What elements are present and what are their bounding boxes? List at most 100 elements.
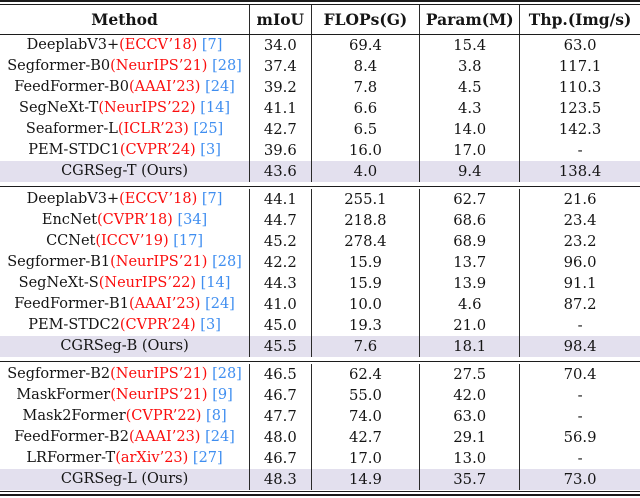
method-name: Segformer-B1 [7,254,111,270]
citation-link[interactable]: [14] [196,275,231,291]
venue-label: (AAAI’23) [128,296,201,312]
flops-value: 16.0 [310,140,420,161]
miou-value: 45.5 [249,336,312,357]
param-value: 29.1 [419,427,520,448]
param-value: 35.7 [419,469,520,490]
citation-link[interactable]: [24] [200,296,235,312]
param-value: 68.6 [419,210,520,231]
method-name: CGRSeg-T (Ours) [61,163,189,179]
method-cell: PEM-STDC1(CVPR’24) [3] [0,140,250,161]
miou-value: 39.2 [249,77,312,98]
citation-link[interactable]: [8] [201,408,227,424]
flops-value: 7.8 [310,77,420,98]
citation-link[interactable]: [7] [197,37,223,53]
throughput-value: - [519,315,640,336]
throughput-value: 123.5 [519,98,640,119]
citation-link[interactable]: [14] [195,100,231,116]
throughput-value: 23.4 [519,210,640,231]
citation-link[interactable]: [28] [207,366,242,382]
table-row: DeeplabV3+(ECCV’18) [7] 34.0 69.4 15.4 63.0 [0,34,640,56]
venue-label: (AAAI’23) [128,79,201,95]
flops-value: 62.4 [310,364,420,385]
citation-link[interactable]: [28] [207,58,242,74]
throughput-value: 98.4 [519,336,640,357]
group-separator [0,357,640,364]
method-name: FeedFormer-B1 [14,296,129,312]
citation-link[interactable]: [9] [207,387,233,403]
miou-value: 39.6 [249,140,312,161]
flops-value: 14.9 [310,469,420,490]
venue-label: (AAAI’23) [128,429,201,445]
table-row: SegNeXt-S(NeurIPS’22) [14] 44.3 15.9 13.9 91… [0,273,640,294]
miou-value: 37.4 [249,56,312,77]
table-row: Seaformer-L(ICLR’23) [25] 42.7 6.5 14.0 142.… [0,119,640,140]
venue-label: (ICLR’23) [117,121,189,137]
method-name: SegNeXt-S [18,275,99,291]
flops-value: 7.6 [310,336,420,357]
flops-value: 218.8 [310,210,420,231]
param-value: 62.7 [419,189,520,210]
citation-link[interactable]: [25] [188,121,224,137]
miou-value: 41.1 [249,98,312,119]
header-row: Method mIoU FLOPs(G) Param(M) Thp.(Img/s… [0,5,640,35]
throughput-value: - [519,385,640,406]
flops-value: 10.0 [310,294,420,315]
method-cell: SegNeXt-S(NeurIPS’22) [14] [0,273,250,294]
column-header-miou: mIoU [249,5,312,35]
method-name: DeeplabV3+ [26,191,120,207]
throughput-value: 63.0 [519,34,640,56]
miou-value: 34.0 [249,34,312,56]
citation-link[interactable]: [24] [200,79,235,95]
method-name: SegNeXt-T [19,100,99,116]
venue-label: (arXiv’23) [115,450,189,466]
method-name: PEM-STDC2 [28,317,120,333]
citation-link[interactable]: [3] [195,142,221,158]
table-row: LRFormer-T(arXiv’23) [27] 46.7 17.0 13.0- [0,448,640,469]
table-row: Segformer-B1(NeurIPS’21) [28] 42.2 15.9 13.… [0,252,640,273]
citation-link[interactable]: [3] [195,317,221,333]
citation-link[interactable]: [17] [168,233,204,249]
citation-link[interactable]: [28] [207,254,242,270]
venue-label: (ICCV’19) [95,233,169,249]
table-row: MaskFormer(NeurIPS’21) [9] 46.7 55.0 42.0- [0,385,640,406]
method-cell: LRFormer-T(arXiv’23) [27] [0,448,250,469]
method-cell: Mask2Former(CVPR’22) [8] [0,406,250,427]
flops-value: 8.4 [310,56,420,77]
group-separator-rule [0,361,640,362]
method-cell: Segformer-B2(NeurIPS’21) [28] [0,364,250,385]
citation-link[interactable]: [7] [197,191,223,207]
table-row: Segformer-B2(NeurIPS’21) [28] 46.5 62.4 27.… [0,364,640,385]
miou-value: 48.3 [249,469,312,490]
venue-label: (NeurIPS’21) [110,366,208,382]
throughput-value: - [519,406,640,427]
param-value: 13.0 [419,448,520,469]
table-header: Method mIoU FLOPs(G) Param(M) Thp.(Img/s… [0,5,640,35]
flops-value: 15.9 [310,252,420,273]
method-name: LRFormer-T [26,450,116,466]
method-name: CCNet [46,233,96,249]
miou-value: 44.7 [249,210,312,231]
citation-link[interactable]: [34] [172,212,208,228]
bottom-double-rule [0,491,640,496]
flops-value: 55.0 [310,385,420,406]
venue-label: (NeurIPS’21) [110,387,208,403]
method-cell: MaskFormer(NeurIPS’21) [9] [0,385,250,406]
throughput-value: - [519,448,640,469]
miou-value: 46.7 [249,385,312,406]
throughput-value: 23.2 [519,231,640,252]
table-row: Segformer-B0(NeurIPS’21) [28] 37.4 8.4 3.8 1… [0,56,640,77]
method-cell: FeedFormer-B2(AAAI’23) [24] [0,427,250,448]
param-value: 4.5 [419,77,520,98]
citation-link[interactable]: [27] [188,450,223,466]
throughput-value: 91.1 [519,273,640,294]
venue-label: (NeurIPS’21) [110,254,208,270]
throughput-value: 56.9 [519,427,640,448]
citation-link[interactable]: [24] [200,429,235,445]
miou-value: 45.0 [249,315,312,336]
table-row: EncNet(CVPR’18) [34] 44.7 218.8 68.6 23.4 [0,210,640,231]
method-name: CGRSeg-L (Ours) [60,471,189,487]
method-name: Segformer-B2 [7,366,111,382]
miou-value: 45.2 [249,231,312,252]
throughput-value: 70.4 [519,364,640,385]
method-name: CGRSeg-B (Ours) [60,338,189,354]
